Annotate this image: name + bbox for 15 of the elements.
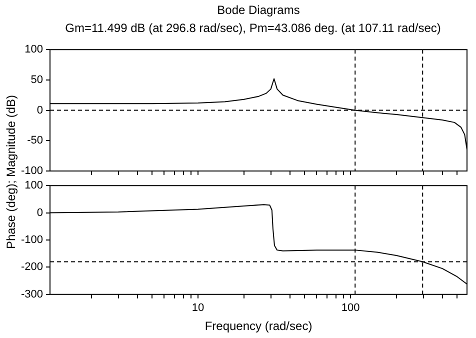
y-tick-label: -100 [20, 165, 43, 178]
y-tick-label: -300 [20, 288, 43, 300]
y-tick-label: -200 [20, 261, 43, 274]
x-axis-title: Frequency (rad/sec) [204, 319, 312, 334]
y-tick-label: 100 [24, 44, 43, 56]
x-tick-label: 10 [192, 302, 204, 314]
y-tick-label: 0 [36, 104, 43, 116]
y-tick-label: -50 [27, 134, 43, 147]
chart-title: Bode Diagrams [216, 3, 301, 17]
y-tick-label: 50 [30, 74, 43, 86]
y-tick-label: 0 [36, 206, 43, 219]
y-axis-title: Phase (deg); Magnitude (dB) [4, 94, 19, 252]
y-tick-label: 100 [24, 180, 43, 192]
chart-subtitle: Gm=11.499 dB (at 296.8 rad/sec), Pm=43.086 deg. (at 107.11 rad/sec) [64, 21, 442, 35]
y-tick-label: -100 [20, 234, 43, 246]
